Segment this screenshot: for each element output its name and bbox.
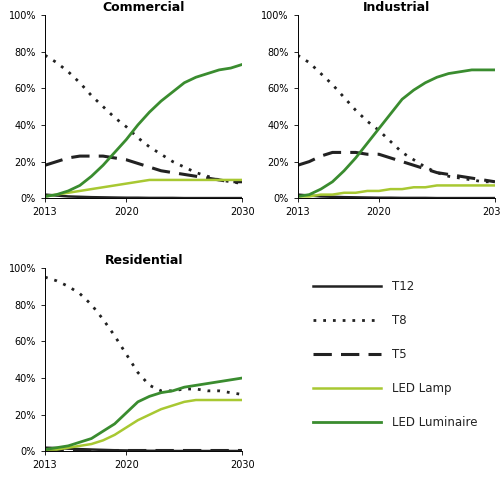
Title: Industrial: Industrial [362,0,430,14]
Text: LED Luminaire: LED Luminaire [392,416,478,429]
Text: T8: T8 [392,314,407,327]
Text: T5: T5 [392,348,407,361]
Text: LED Lamp: LED Lamp [392,381,452,395]
Title: Residential: Residential [104,254,183,267]
Title: Commercial: Commercial [102,0,185,14]
Text: T12: T12 [392,280,414,293]
